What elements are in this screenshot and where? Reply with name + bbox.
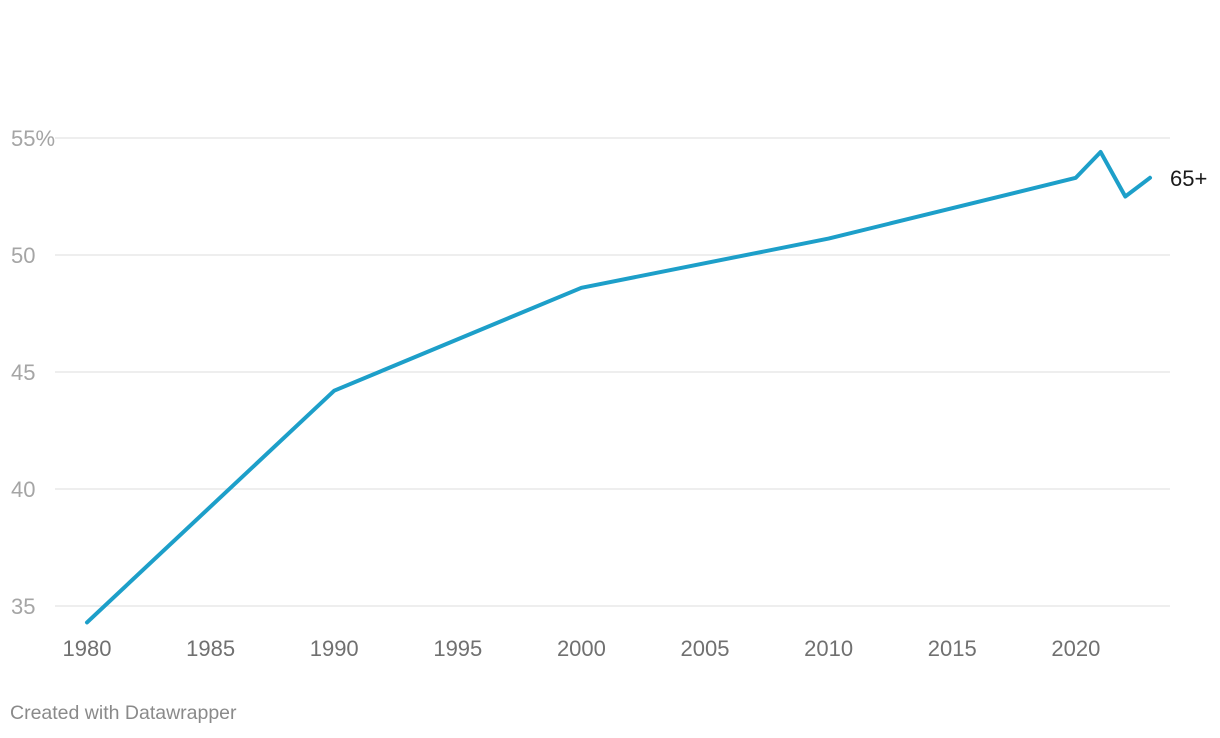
y-tick-label: 40	[11, 477, 35, 502]
y-tick-label: 55%	[11, 126, 55, 151]
series-labels: 65+	[1170, 166, 1207, 191]
series-lines	[85, 150, 1152, 625]
x-tick-label: 1995	[433, 636, 482, 661]
x-tick-label: 1985	[186, 636, 235, 661]
series-label: 65+	[1170, 166, 1207, 191]
x-tick-label: 2000	[557, 636, 606, 661]
x-tick-label: 2015	[928, 636, 977, 661]
datawrapper-credit[interactable]: Created with Datawrapper	[10, 702, 237, 724]
x-tick-label: 2010	[804, 636, 853, 661]
x-axis-tick-labels: 1980 1985 1990 1995 2000 2005 2010 2015 2020	[63, 636, 1101, 661]
x-tick-label: 1990	[310, 636, 359, 661]
x-tick-label: 1980	[63, 636, 112, 661]
x-tick-label: 2020	[1051, 636, 1100, 661]
y-tick-label: 45	[11, 360, 35, 385]
y-tick-label: 50	[11, 243, 35, 268]
series-line-65+	[85, 150, 1152, 625]
gridlines	[55, 137, 1170, 607]
x-tick-label: 2005	[681, 636, 730, 661]
y-axis-tick-labels: 35 40 45 50 55%	[11, 126, 55, 619]
y-tick-label: 35	[11, 594, 35, 619]
